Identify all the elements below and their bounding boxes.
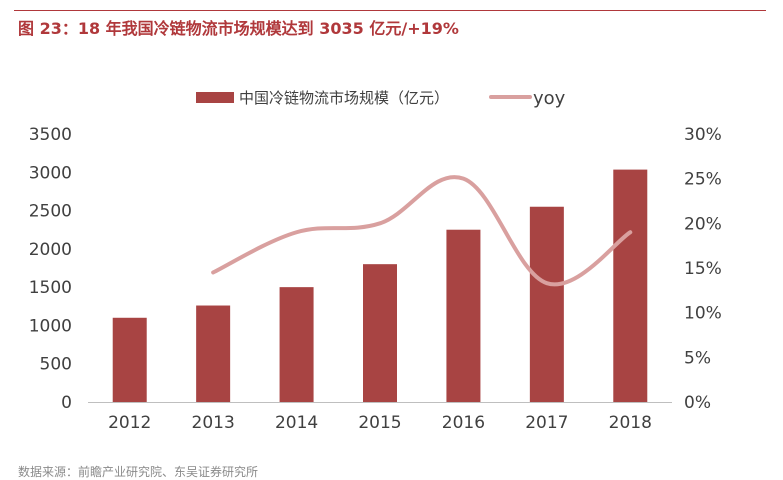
y-left-tick-label: 0	[61, 393, 72, 413]
legend-swatch-bar	[196, 92, 234, 103]
y-left-tick-label: 3500	[29, 125, 72, 145]
x-tick-label: 2014	[275, 413, 318, 433]
y-right-tick-label: 30%	[684, 125, 722, 145]
source-note: 数据来源：前瞻产业研究院、东吴证券研究所	[18, 465, 259, 479]
y-right-tick-label: 0%	[684, 393, 711, 413]
bar-2013	[196, 305, 231, 402]
y-left-tick-label: 2000	[29, 240, 72, 260]
x-tick-label: 2012	[108, 413, 151, 433]
y-left-tick-label: 2500	[29, 202, 72, 222]
x-tick-label: 2017	[525, 413, 568, 433]
title-rule	[14, 10, 766, 11]
x-tick-label: 2018	[609, 413, 652, 433]
legend-label-line: yoy	[533, 88, 566, 109]
y-right-tick-label: 25%	[684, 170, 722, 190]
y-right-tick-label: 10%	[684, 304, 722, 324]
y-left-tick-label: 500	[40, 355, 72, 375]
bar-2014	[279, 287, 314, 402]
y-left-tick-label: 1000	[29, 316, 72, 336]
bar-2015	[363, 264, 397, 402]
legend-label-bar: 中国冷链物流市场规模（亿元）	[239, 89, 449, 107]
y-right-tick-label: 5%	[684, 348, 711, 368]
y-left-tick-label: 3000	[29, 163, 72, 183]
bar-2016	[446, 229, 481, 402]
bar-2018	[613, 169, 648, 402]
x-tick-label: 2015	[358, 413, 401, 433]
bar-2017	[529, 206, 564, 402]
y-right-tick-label: 20%	[684, 214, 722, 234]
bar-2012	[112, 317, 147, 402]
figure-title: 图 23：18 年我国冷链物流市场规模达到 3035 亿元/+19%	[18, 19, 459, 38]
yoy-line	[211, 175, 633, 287]
x-tick-label: 2016	[442, 413, 485, 433]
x-tick-label: 2013	[192, 413, 235, 433]
y-left-tick-label: 1500	[29, 278, 72, 298]
y-right-tick-label: 15%	[684, 259, 722, 279]
